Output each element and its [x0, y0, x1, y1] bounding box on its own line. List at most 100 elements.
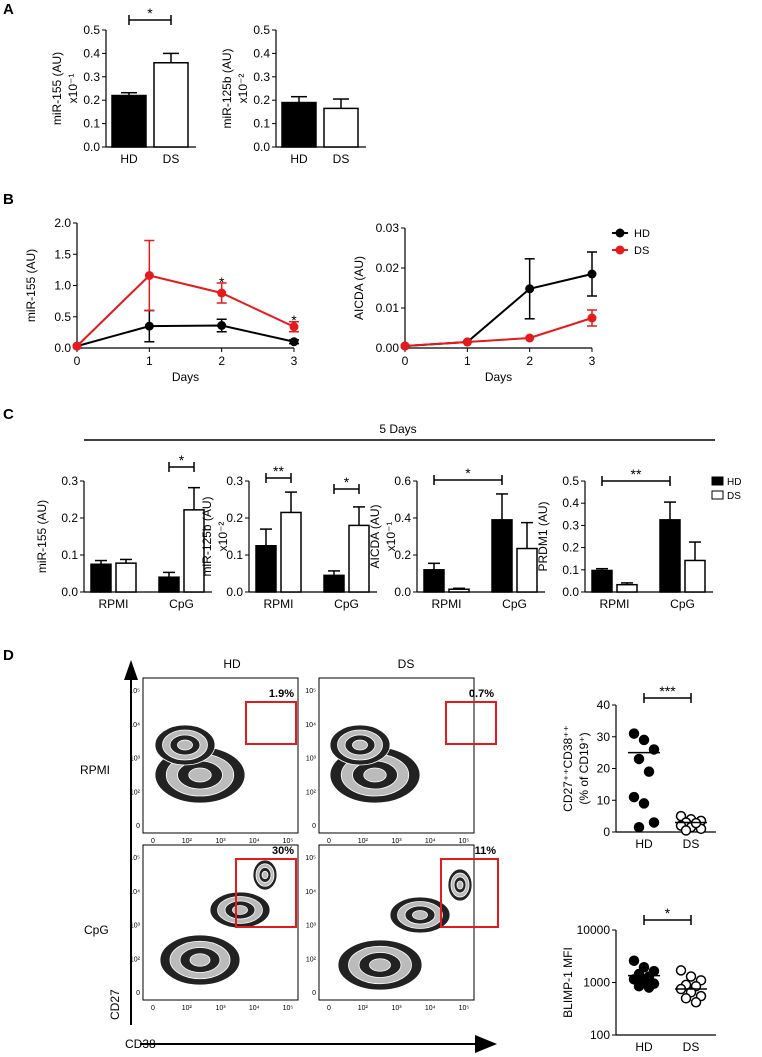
y-tick-label: 2.0	[54, 216, 71, 230]
sig-label: *	[219, 274, 225, 290]
x-tick-label: 2	[526, 354, 533, 368]
flow-y-tick: 10³	[306, 756, 317, 763]
x-tick-label: DS	[333, 152, 350, 166]
y-tick-label: 0.3	[226, 474, 243, 488]
y-tick-label: 1000	[583, 976, 610, 990]
panel-label-b: B	[3, 191, 14, 208]
chart-b-mir155-time: 0.0 0.5 1.0 1.5 2.0 miR-155 (AU) 0 1 2 3 Days * *	[24, 216, 299, 384]
y-tick-label: 0.5	[562, 474, 579, 488]
data-point	[462, 337, 472, 347]
y-tick-label: 0.4	[253, 46, 270, 60]
chart-c-prdm1: 0.0 0.1 0.2 0.3 0.4 0.5 PRDM1 (AU) RPMI CpG **	[536, 466, 713, 611]
y-tick-label: 0.2	[253, 93, 270, 107]
cd27-arrowhead-icon	[124, 660, 138, 680]
y-axis-label: miR-155 (AU)	[35, 500, 49, 573]
data-point	[587, 313, 597, 323]
data-point	[675, 965, 687, 976]
y-tick-label: 0.01	[376, 301, 400, 315]
y-axis-label: AICDA (AU)	[352, 256, 366, 320]
c-legend-hd-swatch	[711, 476, 724, 486]
series-line-hd	[76, 324, 295, 348]
y-axis-label: miR-155 (AU)	[50, 52, 64, 125]
data-point	[289, 337, 299, 347]
flow-y-tick: 10⁴	[129, 889, 140, 896]
chart-d-cd27-cd38: 0 10 20 30 40 CD27⁺⁺CD38⁺⁺ (% of CD19⁺) HD DS ***	[561, 683, 716, 851]
bar	[115, 562, 137, 593]
x-tick-label: HD	[120, 152, 138, 166]
y-axis-label: miR-125b (AU)	[220, 48, 234, 128]
flow-x-tick: 10²	[358, 1005, 369, 1012]
chart-b-aicda-time: 0.00 0.01 0.02 0.03 AICDA (AU) 0 1 2 3 Days HD DS	[352, 221, 650, 384]
y-tick-label: 0.4	[394, 511, 411, 525]
density-contour	[352, 739, 368, 751]
x-tick-label: 3	[291, 354, 298, 368]
x-tick-label: DS	[683, 1040, 700, 1054]
y-axis-label: miR-125b (AU)	[200, 496, 214, 576]
y-tick-label: 0.4	[83, 46, 100, 60]
data-point	[638, 798, 650, 809]
data-point	[690, 997, 702, 1008]
density-contour	[412, 910, 428, 920]
y-tick-label: 0.2	[83, 93, 100, 107]
row-cpg-label: CpG	[84, 923, 109, 937]
data-point	[628, 955, 640, 966]
panel-label-c: C	[3, 406, 14, 423]
bar	[158, 576, 180, 593]
density-contour	[369, 958, 391, 972]
data-point	[72, 341, 82, 351]
x-tick-label: HD	[290, 152, 308, 166]
density-contour	[363, 767, 387, 783]
flow-y-tick: 0	[136, 990, 140, 997]
bar	[423, 569, 445, 593]
x-tick-label: DS	[683, 837, 700, 851]
flow-x-tick: 10³	[215, 838, 226, 845]
flow-x-tick: 10³	[215, 1005, 226, 1012]
y-tick-label: 0.5	[54, 310, 71, 324]
chart-a-mir155: 0.0 0.1 0.2 0.3 0.4 0.5 miR-155 (AU) x10⁻¹ HD DS *	[50, 5, 196, 166]
chart-c-mir155: 0.0 0.1 0.2 0.3 miR-155 (AU) RPMI CpG *	[35, 452, 212, 611]
x-tick-label: 2	[218, 354, 225, 368]
y-tick-label: 0.2	[61, 511, 78, 525]
data-point	[680, 993, 692, 1004]
flow-y-tick: 10²	[130, 789, 141, 796]
y-tick-label: 0.0	[394, 585, 411, 599]
y-axis-sublabel: x10⁻²	[236, 74, 250, 104]
chart-c-aicda: 0.0 0.2 0.4 0.6 AICDA (AU) x10⁻¹ RPMI CpG *	[368, 465, 545, 611]
c-legend: HD DS	[711, 476, 741, 502]
x-tick-label: RPMI	[99, 597, 129, 611]
flow-x-tick: 10²	[182, 1005, 193, 1012]
x-axis-label: Days	[172, 370, 199, 384]
x-tick-label: RPMI	[432, 597, 462, 611]
flow-plot: 10⁵ 10⁴ 10³ 10² 0 0 10² 10³ 10⁴ 10⁵ 1.9%	[129, 677, 299, 845]
x-tick-label: 1	[464, 354, 471, 368]
flow-x-tick: 10²	[182, 838, 193, 845]
bar	[111, 94, 147, 148]
y-axis-sublabel: x10⁻²	[216, 522, 230, 552]
y-axis-sublabel: x10⁻¹	[384, 522, 398, 552]
x-tick-label: CpG	[169, 597, 194, 611]
data-point	[643, 982, 655, 993]
density-contour	[177, 739, 193, 751]
data-point	[628, 728, 640, 739]
bar	[448, 588, 470, 593]
data-point	[587, 269, 597, 279]
data-point	[680, 825, 692, 836]
x-tick-label: 0	[402, 354, 409, 368]
sig-label: *	[665, 905, 671, 921]
data-point	[217, 321, 227, 330]
data-point	[628, 974, 640, 985]
x-tick-label: HD	[635, 837, 653, 851]
gate-box	[235, 858, 297, 928]
series-line-ds	[404, 317, 593, 347]
sig-label: *	[291, 312, 297, 328]
y-tick-label: 0.2	[226, 511, 243, 525]
density-contour	[261, 870, 269, 880]
y-tick-label: 0.3	[253, 70, 270, 84]
flow-y-tick: 0	[312, 823, 316, 830]
cd27-axis-label: CD27	[108, 989, 122, 1020]
legend-marker	[615, 228, 625, 238]
y-tick-label: 0.6	[394, 474, 411, 488]
bar	[591, 569, 613, 593]
flow-plot: 10⁵ 10⁴ 10³ 10² 0 0 10² 10³ 10⁴ 10⁵ 0.7%	[305, 677, 497, 845]
